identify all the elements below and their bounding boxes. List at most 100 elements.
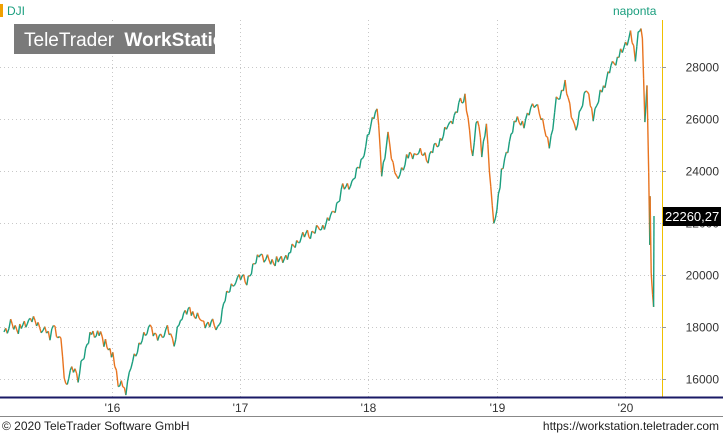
price-segment bbox=[361, 155, 365, 159]
copyright-text: © 2020 TeleTrader Software GmbH bbox=[2, 419, 190, 433]
price-segment bbox=[368, 126, 372, 135]
price-segment bbox=[387, 131, 391, 145]
plot-background bbox=[0, 0, 662, 397]
price-segment bbox=[507, 141, 511, 153]
price-segment bbox=[424, 152, 428, 161]
price-segment bbox=[592, 108, 596, 122]
price-segment bbox=[597, 89, 601, 103]
price-segment bbox=[223, 300, 226, 304]
price-segment bbox=[611, 60, 615, 65]
interval-label: naponta bbox=[613, 4, 657, 18]
price-segment bbox=[146, 326, 150, 334]
price-segment bbox=[254, 262, 257, 265]
price-segment bbox=[217, 324, 220, 327]
price-segment bbox=[239, 275, 243, 281]
price-segment bbox=[218, 321, 222, 325]
price-segment bbox=[360, 157, 363, 160]
price-segment bbox=[131, 353, 135, 362]
price-segment bbox=[634, 46, 638, 62]
price-segment bbox=[581, 93, 585, 106]
price-segment bbox=[212, 318, 216, 326]
price-segment bbox=[49, 328, 53, 341]
price-segment bbox=[66, 378, 70, 385]
price-segment bbox=[618, 48, 622, 58]
price-segment bbox=[525, 112, 529, 120]
price-segment bbox=[286, 252, 290, 260]
price-segment bbox=[570, 116, 574, 121]
price-segment bbox=[497, 187, 501, 195]
price-segment bbox=[334, 203, 338, 213]
price-segment bbox=[74, 368, 78, 374]
price-segment bbox=[233, 282, 237, 286]
price-segment bbox=[465, 110, 469, 118]
price-segment bbox=[604, 79, 608, 88]
price-segment bbox=[258, 254, 262, 258]
price-segment bbox=[125, 381, 129, 396]
price-segment bbox=[373, 111, 377, 119]
price-segment bbox=[104, 338, 108, 348]
price-segment bbox=[99, 331, 103, 338]
price-segment bbox=[323, 223, 327, 230]
price-segment bbox=[516, 116, 520, 123]
price-segment bbox=[351, 178, 355, 182]
price-segment bbox=[353, 177, 356, 180]
price-segment bbox=[250, 263, 254, 275]
price-segment bbox=[510, 132, 514, 135]
price-segment bbox=[314, 225, 318, 234]
price-segment bbox=[436, 145, 439, 148]
price-segment bbox=[381, 162, 384, 177]
price-segment bbox=[157, 335, 160, 341]
price-segment bbox=[37, 322, 41, 328]
price-segment bbox=[26, 319, 30, 325]
price-segment bbox=[578, 108, 582, 113]
price-segment bbox=[128, 368, 132, 373]
price-segment bbox=[358, 159, 362, 169]
price-segment bbox=[407, 152, 411, 159]
price-segment bbox=[6, 328, 10, 334]
price-segment bbox=[126, 371, 130, 382]
price-segment bbox=[564, 79, 568, 94]
price-segment bbox=[336, 201, 339, 204]
y-tick-label: 28000 bbox=[686, 61, 720, 75]
price-segment bbox=[54, 326, 58, 337]
price-segment bbox=[586, 91, 590, 95]
price-segment bbox=[226, 290, 229, 293]
price-segment bbox=[379, 149, 383, 177]
price-segment bbox=[559, 89, 563, 100]
price-segment bbox=[601, 85, 605, 93]
price-segment bbox=[499, 168, 503, 188]
price-segment bbox=[569, 103, 572, 118]
price-segment bbox=[192, 311, 196, 318]
price-segment bbox=[580, 105, 584, 110]
watermark: TeleTrader WorkStation bbox=[14, 24, 236, 54]
price-segment bbox=[608, 65, 612, 74]
price-segment bbox=[528, 107, 532, 116]
price-segment bbox=[419, 148, 423, 156]
price-segment bbox=[311, 230, 314, 233]
website-link[interactable]: https://workstation.teletrader.com bbox=[543, 419, 719, 433]
price-segment bbox=[459, 97, 463, 104]
price-segment bbox=[291, 243, 295, 247]
price-segment bbox=[572, 119, 576, 125]
price-segment bbox=[490, 186, 493, 206]
price-segment bbox=[40, 330, 44, 334]
price-segment bbox=[348, 185, 352, 190]
price-segment bbox=[87, 332, 91, 344]
price-segment bbox=[416, 152, 420, 156]
x-tick-label: '20 bbox=[618, 401, 634, 415]
price-segment bbox=[60, 338, 64, 357]
price-segment bbox=[488, 171, 492, 187]
price-segment bbox=[266, 254, 270, 261]
price-segment bbox=[437, 138, 441, 147]
price-segment bbox=[343, 186, 347, 190]
price-segment bbox=[413, 152, 417, 156]
price-segment bbox=[249, 273, 252, 277]
price-segment bbox=[229, 283, 232, 293]
price-segment bbox=[456, 102, 460, 113]
price-segment bbox=[135, 352, 139, 357]
price-segment bbox=[303, 232, 307, 238]
price-segment bbox=[299, 237, 302, 243]
price-segment bbox=[631, 42, 635, 47]
price-segment bbox=[409, 151, 412, 155]
